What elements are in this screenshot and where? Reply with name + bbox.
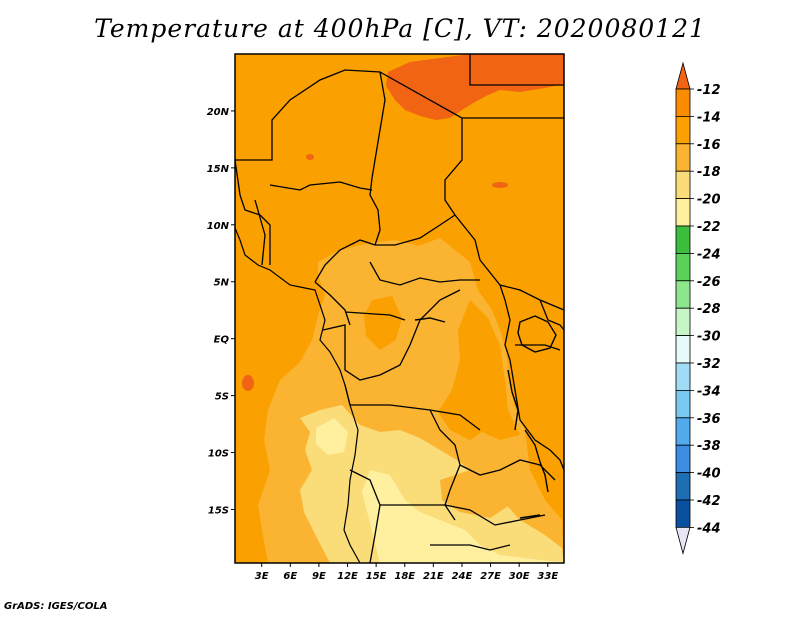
colorbar-segment (675, 444, 691, 474)
map-frame (234, 53, 565, 564)
colorbar-label: -38 (697, 439, 721, 454)
colorbar-label: -22 (697, 220, 721, 235)
colorbar-segment (675, 252, 691, 282)
lat-tick-label: 10N (207, 221, 230, 232)
lat-tick-label: 5N (214, 278, 230, 289)
lon-tick-label: 3E (255, 571, 269, 582)
colorbar-top-arrow (675, 61, 691, 90)
lon-tick-label: 6E (283, 571, 297, 582)
temp-band-22-south (362, 470, 564, 563)
temp-band-22 (316, 418, 348, 455)
colorbar-label: -28 (697, 302, 721, 317)
colorbar-label: -42 (697, 494, 721, 509)
lon-tick-label: 27E (480, 571, 501, 582)
latitude-axis: 20N 15N 10N 5N EQ 5S 10S 15S (207, 107, 235, 516)
lon-tick-label: 30E (509, 571, 530, 582)
colorbar-label: -16 (697, 138, 721, 153)
temp-band-12 (386, 54, 564, 120)
colorbar-label: -20 (697, 193, 721, 208)
lon-tick-label: 12E (337, 571, 358, 582)
colorbar-segment (675, 88, 691, 117)
colorbar-label: -12 (697, 83, 721, 98)
map-panel (234, 53, 565, 564)
lat-tick-label: EQ (214, 335, 230, 346)
colorbar-label: -36 (697, 412, 721, 427)
temp-spot-east (492, 182, 508, 188)
temp-spot-west (242, 375, 254, 391)
temp-spot-north (306, 154, 314, 160)
lon-tick-label: 9E (312, 571, 326, 582)
temp-inner-16-east (438, 300, 520, 440)
colorbar-label: -24 (697, 247, 721, 262)
temp-inner-16-west (364, 296, 402, 350)
lon-tick-label: 15E (366, 571, 387, 582)
colorbar-label: -18 (697, 165, 721, 180)
colorbar-label: -30 (697, 330, 721, 345)
grads-credit: GrADS: IGES/COLA (4, 601, 108, 612)
lon-tick-label: 18E (394, 571, 415, 582)
colorbar: -12 -14 -16 -18 -20 -22 -24 -26 -28 -30 -32 -34 -36 -… (675, 61, 721, 555)
colorbar-label: -40 (697, 467, 721, 482)
colorbar-segment (675, 499, 691, 528)
colorbar-segment (675, 389, 691, 419)
colorbar-segment (675, 417, 691, 446)
lon-tick-label: 21E (423, 571, 444, 582)
colorbar-label: -44 (697, 521, 721, 536)
lat-tick-label: 10S (208, 449, 229, 460)
colorbar-segment (675, 225, 691, 254)
colorbar-label: -26 (697, 275, 721, 290)
colorbar-label: -34 (697, 384, 721, 399)
coastline (234, 227, 361, 564)
colorbar-label: -14 (697, 110, 721, 125)
longitude-axis: 3E 6E 9E 12E 15E 18E 21E 24E 27E 30E 33E (255, 563, 558, 582)
lat-tick-label: 20N (207, 107, 230, 118)
colorbar-segment (675, 472, 691, 501)
lat-tick-label: 15N (207, 164, 230, 175)
colorbar-segment (675, 335, 691, 364)
colorbar-segment (675, 143, 691, 172)
lat-tick-label: 15S (208, 505, 229, 516)
colorbar-segment (675, 198, 691, 227)
lat-tick-label: 5S (215, 392, 229, 403)
colorbar-segment (675, 307, 691, 337)
chart-title: Temperature at 400hPa [C], VT: 202008012… (94, 14, 706, 43)
lon-tick-label: 24E (452, 571, 473, 582)
lon-tick-label: 33E (537, 571, 558, 582)
lakes (414, 315, 557, 519)
colorbar-segment (675, 280, 691, 309)
temp-band-20 (300, 405, 564, 563)
colorbar-label: -32 (697, 357, 721, 372)
colorbar-segment (675, 170, 691, 199)
temp-inner-16-south (440, 470, 510, 518)
colorbar-segment (675, 362, 691, 391)
colorbar-bottom-arrow (675, 527, 691, 555)
colorbar-segment (675, 116, 691, 145)
